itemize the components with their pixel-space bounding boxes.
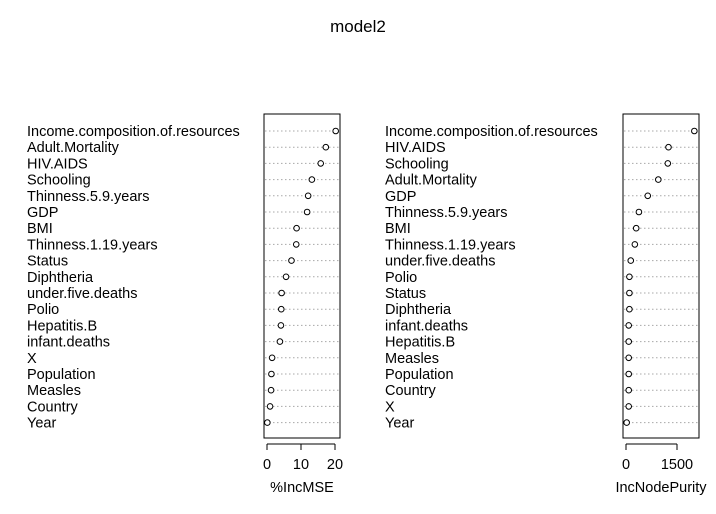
row-label: Measles [385,351,439,367]
row-label: under.five.deaths [27,286,137,302]
data-point [322,143,330,151]
row-label: Income.composition.of.resources [385,124,598,140]
row-label: Thinness.5.9.years [385,205,508,221]
row-label: Thinness.1.19.years [385,237,516,253]
data-point [332,127,339,135]
row-label: Adult.Mortality [385,173,478,189]
x-tick-label: 0 [263,457,271,473]
data-point [266,403,274,410]
x-tick-label: 10 [293,457,309,473]
row-label: BMI [385,221,411,237]
data-point [303,208,311,216]
row-label: Status [385,286,426,302]
x-tick-label: 20 [327,457,343,473]
row-label: Thinness.5.9.years [27,189,150,205]
data-point [264,419,271,426]
row-label: X [385,399,395,415]
data-point [268,354,276,362]
x-axis-label: IncNodePurity [615,480,707,496]
row-label: Polio [385,270,417,286]
row-label: Diphtheria [27,270,94,286]
row-label: Measles [27,383,81,399]
plot-box [622,113,700,439]
data-point [282,273,290,281]
row-label: Year [385,416,414,432]
row-label: Status [27,254,68,270]
page-title: model2 [330,17,386,36]
row-label: infant.deaths [385,318,468,334]
x-axis-label: %IncMSE [270,480,334,496]
panel-incnodepurity: Income.composition.of.resourcesHIV.AIDSS… [385,113,707,496]
row-label: GDP [27,205,58,221]
data-point [276,338,284,345]
data-point [625,322,633,329]
data-point [665,143,672,151]
data-point [691,127,698,135]
data-point [626,273,633,281]
row-label: Schooling [27,173,91,189]
row-label: Population [385,367,454,383]
row-label: HIV.AIDS [385,140,446,156]
row-label: HIV.AIDS [27,156,88,172]
data-point [277,305,285,313]
row-label: Country [385,383,437,399]
data-point [288,257,295,264]
data-point [664,160,672,167]
data-point [625,338,633,345]
data-point [267,386,275,394]
x-tick-label: 0 [622,457,630,473]
data-point [626,289,633,297]
row-label: Schooling [385,156,449,172]
row-label: BMI [27,221,53,237]
row-label: Income.composition.of.resources [27,124,240,140]
data-point [644,192,652,200]
row-label: Thinness.1.19.years [27,237,158,253]
row-label: Hepatitis.B [385,335,455,351]
data-point [308,176,316,183]
row-label: Polio [27,302,59,318]
row-label: Country [27,399,79,415]
data-point [293,224,300,232]
data-point [625,403,633,410]
data-point [623,419,630,426]
plot-box [263,113,341,439]
data-point [635,208,643,216]
data-point [626,305,633,313]
data-point [625,354,633,362]
data-point [277,322,285,329]
row-label: Diphtheria [385,302,452,318]
data-point [655,176,662,183]
row-label: X [27,351,37,367]
data-point [625,386,633,394]
row-label: Population [27,367,96,383]
row-label: GDP [385,189,416,205]
x-tick-label: 1500 [661,457,693,473]
data-point [632,224,640,232]
data-point [268,370,275,378]
row-label: Year [27,416,56,432]
panel-incmse: Income.composition.of.resourcesAdult.Mor… [27,113,343,496]
row-label: infant.deaths [27,335,110,351]
data-point [631,241,639,248]
data-point [627,257,635,264]
data-point [317,160,325,167]
row-label: Hepatitis.B [27,318,97,334]
data-point [625,370,633,378]
data-point [278,289,285,297]
data-point [304,192,312,200]
data-point [292,241,300,248]
row-label: under.five.deaths [385,254,495,270]
row-label: Adult.Mortality [27,140,120,156]
